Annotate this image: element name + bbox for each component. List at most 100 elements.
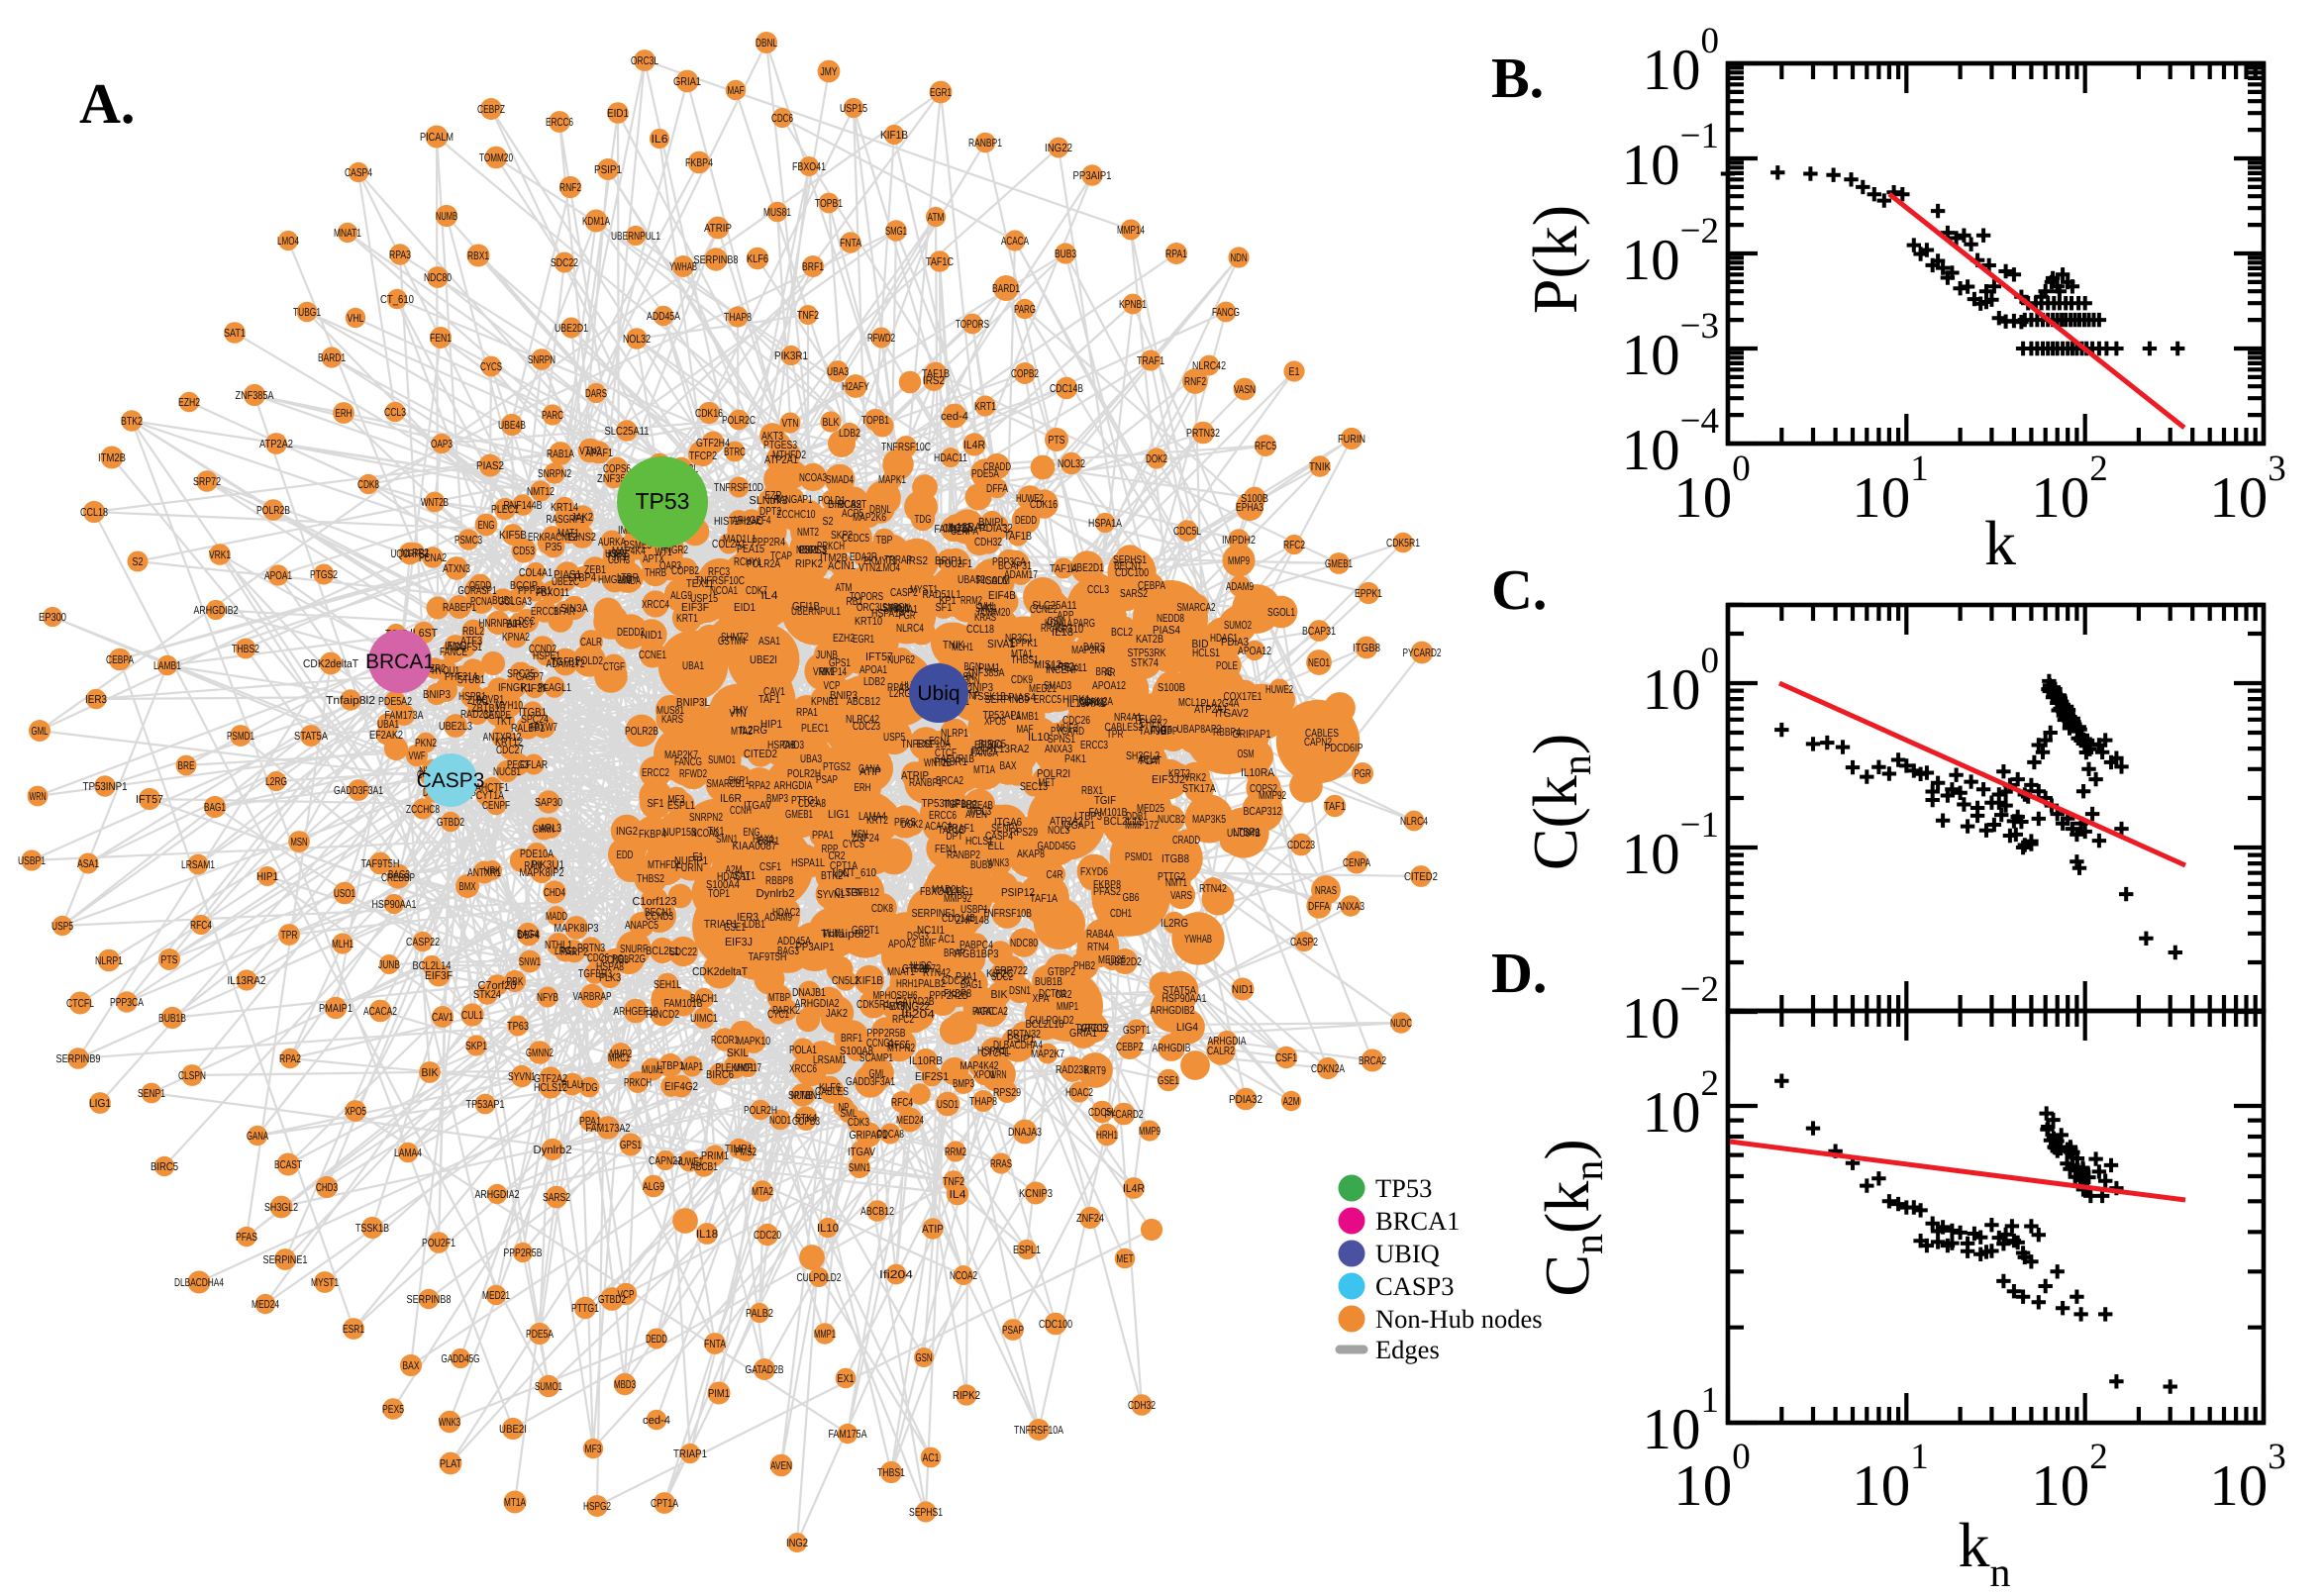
svg-text:KLF6: KLF6 [819, 1082, 841, 1094]
svg-text:BCL2L1: BCL2L1 [646, 946, 679, 957]
svg-text:VCP: VCP [824, 680, 841, 692]
svg-text:BRCA1: BRCA1 [1375, 1206, 1460, 1236]
svg-text:IRS2: IRS2 [906, 555, 928, 567]
svg-text:USBP1: USBP1 [18, 855, 46, 867]
svg-text:ARHGDIA: ARHGDIA [1208, 1036, 1247, 1047]
svg-text:BIRC7: BIRC7 [506, 619, 534, 631]
svg-text:SARS2: SARS2 [1120, 588, 1148, 600]
svg-text:KRT2: KRT2 [866, 815, 888, 827]
svg-text:CHD3: CHD3 [782, 740, 804, 751]
svg-text:L2RG: L2RG [265, 776, 287, 788]
svg-text:PARC: PARC [542, 410, 563, 422]
svg-text:GATAD2B: GATAD2B [896, 996, 935, 1008]
svg-text:TNFRSF10C: TNFRSF10C [695, 575, 745, 587]
svg-text:TOPB1: TOPB1 [815, 198, 843, 210]
svg-text:CLSPN: CLSPN [178, 1070, 206, 1082]
svg-text:PTS: PTS [161, 954, 178, 966]
svg-text:MMP14: MMP14 [1117, 225, 1145, 237]
svg-text:IL13RA2: IL13RA2 [228, 975, 266, 987]
svg-text:TSSK1B: TSSK1B [972, 691, 1006, 703]
svg-text:FURIN: FURIN [675, 862, 703, 874]
svg-text:AR: AR [1105, 667, 1116, 679]
svg-text:HRH1: HRH1 [896, 978, 918, 990]
svg-text:TBP: TBP [876, 535, 893, 547]
svg-text:TGFBR2: TGFBR2 [944, 799, 977, 811]
svg-text:KRT1: KRT1 [676, 613, 698, 625]
svg-text:CFLAR: CFLAR [520, 759, 548, 771]
svg-text:PSAP: PSAP [1002, 1325, 1024, 1337]
svg-text:ERCC3: ERCC3 [1080, 740, 1108, 751]
svg-text:MT1A: MT1A [504, 1497, 526, 1509]
svg-text:ZHX1: ZHX1 [467, 695, 489, 707]
svg-text:DOK2: DOK2 [1146, 453, 1167, 465]
svg-text:ABCB12: ABCB12 [860, 1206, 894, 1218]
svg-text:PTGS2: PTGS2 [310, 569, 338, 581]
svg-text:DSN1: DSN1 [1009, 985, 1031, 997]
svg-text:RABEP1: RABEP1 [443, 602, 476, 614]
svg-text:TNIK: TNIK [943, 640, 964, 651]
svg-text:CDKN2A: CDKN2A [1079, 696, 1113, 708]
svg-text:MAP2K6: MAP2K6 [853, 512, 886, 524]
svg-text:WNT2B: WNT2B [421, 497, 449, 509]
svg-text:USP5: USP5 [883, 732, 905, 744]
svg-text:PPP2R4: PPP2R4 [752, 537, 785, 549]
svg-text:PARG: PARG [1014, 304, 1036, 316]
svg-text:MBD3: MBD3 [614, 1379, 636, 1391]
svg-text:BRF1: BRF1 [802, 261, 824, 273]
svg-text:ITGAV: ITGAV [848, 1147, 875, 1158]
svg-text:ITGB8: ITGB8 [1353, 643, 1380, 654]
svg-text:IFT57: IFT57 [136, 794, 163, 806]
svg-text:NCOA2: NCOA2 [691, 828, 719, 840]
svg-text:GTBD2: GTBD2 [437, 817, 464, 829]
svg-text:ACACA: ACACA [1001, 236, 1029, 248]
svg-text:BUB1B: BUB1B [158, 1013, 186, 1025]
svg-text:BRCA2: BRCA2 [1359, 1055, 1386, 1067]
svg-text:TEX11: TEX11 [686, 578, 714, 590]
svg-text:FEN1: FEN1 [935, 844, 957, 855]
svg-text:FAM101B: FAM101B [664, 998, 703, 1010]
svg-text:ATP2A2: ATP2A2 [1050, 816, 1083, 828]
svg-text:EX1: EX1 [838, 1373, 855, 1385]
svg-text:PALB2: PALB2 [918, 978, 946, 990]
svg-text:CDK8: CDK8 [357, 479, 379, 491]
svg-text:CN5L2: CN5L2 [832, 975, 859, 987]
svg-text:TNFRSF10B: TNFRSF10B [982, 908, 1032, 920]
svg-text:RAB4A: RAB4A [1086, 929, 1114, 941]
svg-text:ESPL1: ESPL1 [1013, 1245, 1041, 1256]
svg-text:C(kn): C(kn) [1520, 734, 1600, 870]
svg-text:PPP3CA: PPP3CA [110, 997, 144, 1009]
svg-text:OAP3: OAP3 [431, 439, 453, 450]
svg-text:LDB2: LDB2 [839, 428, 860, 440]
svg-text:TPR: TPR [281, 930, 298, 942]
svg-text:CTCFL: CTCFL [66, 998, 94, 1010]
svg-text:CHD4: CHD4 [544, 887, 565, 899]
svg-text:KIF5B: KIF5B [499, 530, 527, 542]
svg-text:CDK7: CDK7 [746, 585, 767, 597]
svg-text:CEBPA: CEBPA [106, 654, 134, 666]
svg-text:UBE2D1: UBE2D1 [555, 323, 588, 335]
svg-text:BCAP312: BCAP312 [1244, 806, 1282, 818]
svg-text:TAF1B: TAF1B [922, 368, 950, 380]
svg-text:UBE2D1: UBE2D1 [1070, 562, 1104, 574]
svg-text:Ubiq: Ubiq [917, 682, 960, 705]
svg-text:MSN: MSN [852, 829, 868, 841]
svg-text:COPB2: COPB2 [671, 565, 699, 577]
svg-text:TOPB1: TOPB1 [861, 415, 889, 427]
svg-text:XPO5: XPO5 [345, 1106, 366, 1118]
svg-text:STAT5A: STAT5A [1162, 985, 1196, 997]
svg-text:LRSAM1: LRSAM1 [813, 1054, 847, 1066]
svg-text:MYST1: MYST1 [910, 584, 938, 596]
svg-text:A2M: A2M [1283, 1096, 1300, 1108]
svg-text:DLBACDHA4: DLBACDHA4 [174, 1277, 224, 1289]
svg-text:C1orf123: C1orf123 [633, 896, 677, 908]
svg-text:RAB1A: RAB1A [547, 449, 574, 460]
svg-text:RIPK2: RIPK2 [795, 558, 823, 570]
svg-text:BUB1B: BUB1B [1035, 976, 1062, 988]
svg-text:BAG3: BAG3 [777, 946, 799, 957]
svg-text:EX1: EX1 [917, 739, 934, 750]
svg-text:PPP2R5B: PPP2R5B [504, 1247, 543, 1259]
svg-text:MED25: MED25 [1137, 803, 1164, 815]
svg-text:SENP1: SENP1 [138, 1088, 165, 1100]
svg-text:EZH2: EZH2 [178, 397, 200, 409]
svg-text:HSPA1L: HSPA1L [791, 857, 825, 869]
